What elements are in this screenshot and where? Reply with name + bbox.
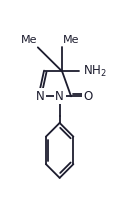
Text: NH$_2$: NH$_2$ [83, 64, 107, 79]
Text: N: N [55, 90, 64, 103]
Text: N: N [35, 90, 44, 103]
Text: O: O [83, 90, 93, 103]
Text: Me: Me [21, 35, 37, 45]
Text: Me: Me [63, 35, 80, 45]
